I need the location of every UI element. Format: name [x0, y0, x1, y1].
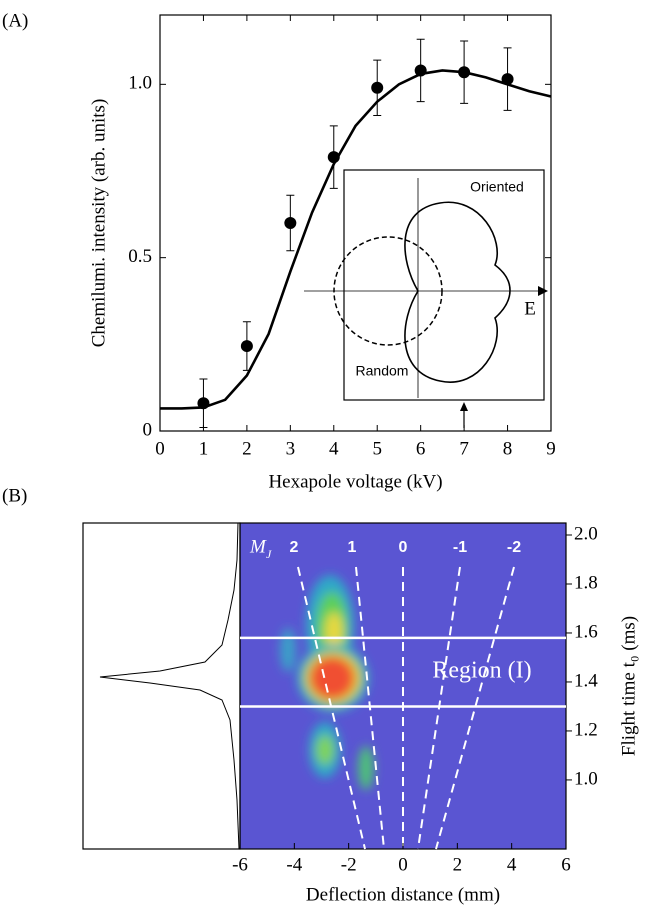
inset-label: Oriented [470, 179, 524, 195]
y-tick-label: 1.4 [574, 670, 598, 691]
x-tick-label: 4 [329, 438, 339, 459]
oriented-distribution [404, 201, 511, 383]
mj-label: 2 [290, 539, 299, 556]
plot-frame [159, 14, 552, 432]
x-tick-label: -4 [286, 854, 302, 875]
y-axis-label: Flight time t₀ (ms) [618, 616, 639, 756]
intensity-map [280, 575, 374, 790]
x-tick-label: 6 [416, 438, 426, 459]
mj-label: 0 [399, 539, 408, 556]
inset-arrow [538, 286, 548, 296]
x-tick-label: 2 [242, 438, 252, 459]
y-tick-label: 0.5 [128, 246, 152, 267]
data-point [240, 340, 253, 353]
y-tick-label: 1.2 [574, 719, 598, 740]
data-point [458, 66, 471, 79]
mj-lines [297, 566, 515, 850]
y-tick-label: 0 [143, 419, 153, 440]
panel-label: (B) [2, 485, 27, 506]
mj-label: -1 [453, 539, 467, 556]
data-point [197, 397, 210, 410]
time-profile [99, 522, 240, 850]
y-tick-label: 1.0 [574, 768, 598, 789]
x-tick-label: 3 [286, 438, 296, 459]
x-tick-label: 8 [503, 438, 513, 459]
mj-label: 1 [348, 539, 357, 556]
x-tick-label: 4 [507, 854, 517, 875]
mj-label: -2 [507, 539, 521, 556]
inset-box [343, 169, 545, 401]
x-tick-label: 0 [155, 438, 165, 459]
region-label: Region (I) [432, 658, 531, 684]
x-tick-label: 1 [199, 438, 209, 459]
data-point [414, 64, 427, 77]
x-tick-label: 2 [453, 854, 463, 875]
inset-label: Random [356, 363, 409, 379]
mj-symbol: M [249, 536, 267, 557]
data-point [284, 217, 297, 229]
y-tick-label: 2.0 [574, 523, 598, 544]
inset-pointer [460, 402, 468, 411]
y-tick-label: 1.0 [128, 73, 152, 94]
x-tick-label: -6 [232, 854, 248, 875]
x-axis-label: Hexapole voltage (kV) [268, 471, 442, 492]
x-tick-label: 0 [398, 854, 408, 875]
inset-label: E [524, 298, 536, 319]
fit-curve [160, 69, 552, 410]
x-tick-label: -2 [341, 854, 357, 875]
x-tick-label: 9 [546, 438, 556, 459]
x-tick-label: 6 [561, 854, 571, 875]
x-tick-label: 5 [372, 438, 382, 459]
random-distribution [333, 236, 443, 346]
mj-subscript: J [266, 547, 272, 561]
x-tick-label: 7 [459, 438, 469, 459]
data-point [327, 151, 340, 164]
x-axis-label: Deflection distance (mm) [306, 884, 500, 905]
panel-label: (A) [2, 10, 28, 31]
y-tick-label: 1.8 [574, 572, 598, 593]
data-point [501, 73, 514, 86]
data-point [371, 81, 384, 94]
profile-frame [82, 522, 241, 850]
y-axis-label: Chemilumi. intensity (arb. units) [88, 99, 109, 348]
y-tick-label: 1.6 [574, 621, 598, 642]
